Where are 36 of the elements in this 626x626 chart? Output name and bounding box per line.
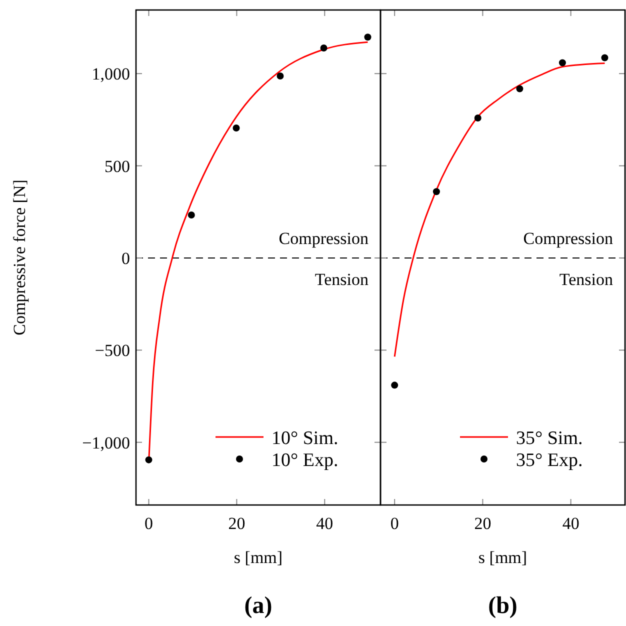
annotation: Compression [278,228,369,248]
y-tick-label: 1,000 [92,64,130,84]
annotation: Tension [314,270,369,289]
point [188,212,195,219]
y-tick-label: −1,000 [82,433,130,452]
point [391,382,398,389]
point [232,124,240,132]
x-tick-label: 0 [390,514,399,533]
y-tick-label: −500 [94,341,130,360]
x-tick-label: 40 [562,514,580,533]
legend-label: 10° Exp. [272,450,338,471]
x-axis-title: s [mm] [234,548,283,567]
legend-label: 35° Sim. [516,428,583,449]
legend-label: 10° Sim. [272,428,338,449]
annotation: Tension [559,270,614,289]
y-tick-label: 0 [122,248,130,268]
y-tick-label: 500 [104,156,130,176]
y-axis-title: Compressive force [N] [10,180,29,336]
point [145,456,152,464]
point [558,59,566,66]
x-tick-label: 40 [316,514,334,533]
text: (a) [244,593,272,619]
legend-label: 35° Exp. [516,450,583,471]
point [432,188,440,196]
text: (b) [488,593,518,619]
x-tick-label: 20 [228,514,246,533]
point [516,85,524,92]
point [601,54,608,62]
point [364,34,372,41]
x-tick-label: 20 [474,514,492,533]
point [276,72,284,80]
x-tick-label: 0 [144,514,154,533]
x-axis-title: s [mm] [478,548,528,567]
point [474,114,482,122]
point [320,44,328,52]
annotation: Compression [523,228,614,248]
